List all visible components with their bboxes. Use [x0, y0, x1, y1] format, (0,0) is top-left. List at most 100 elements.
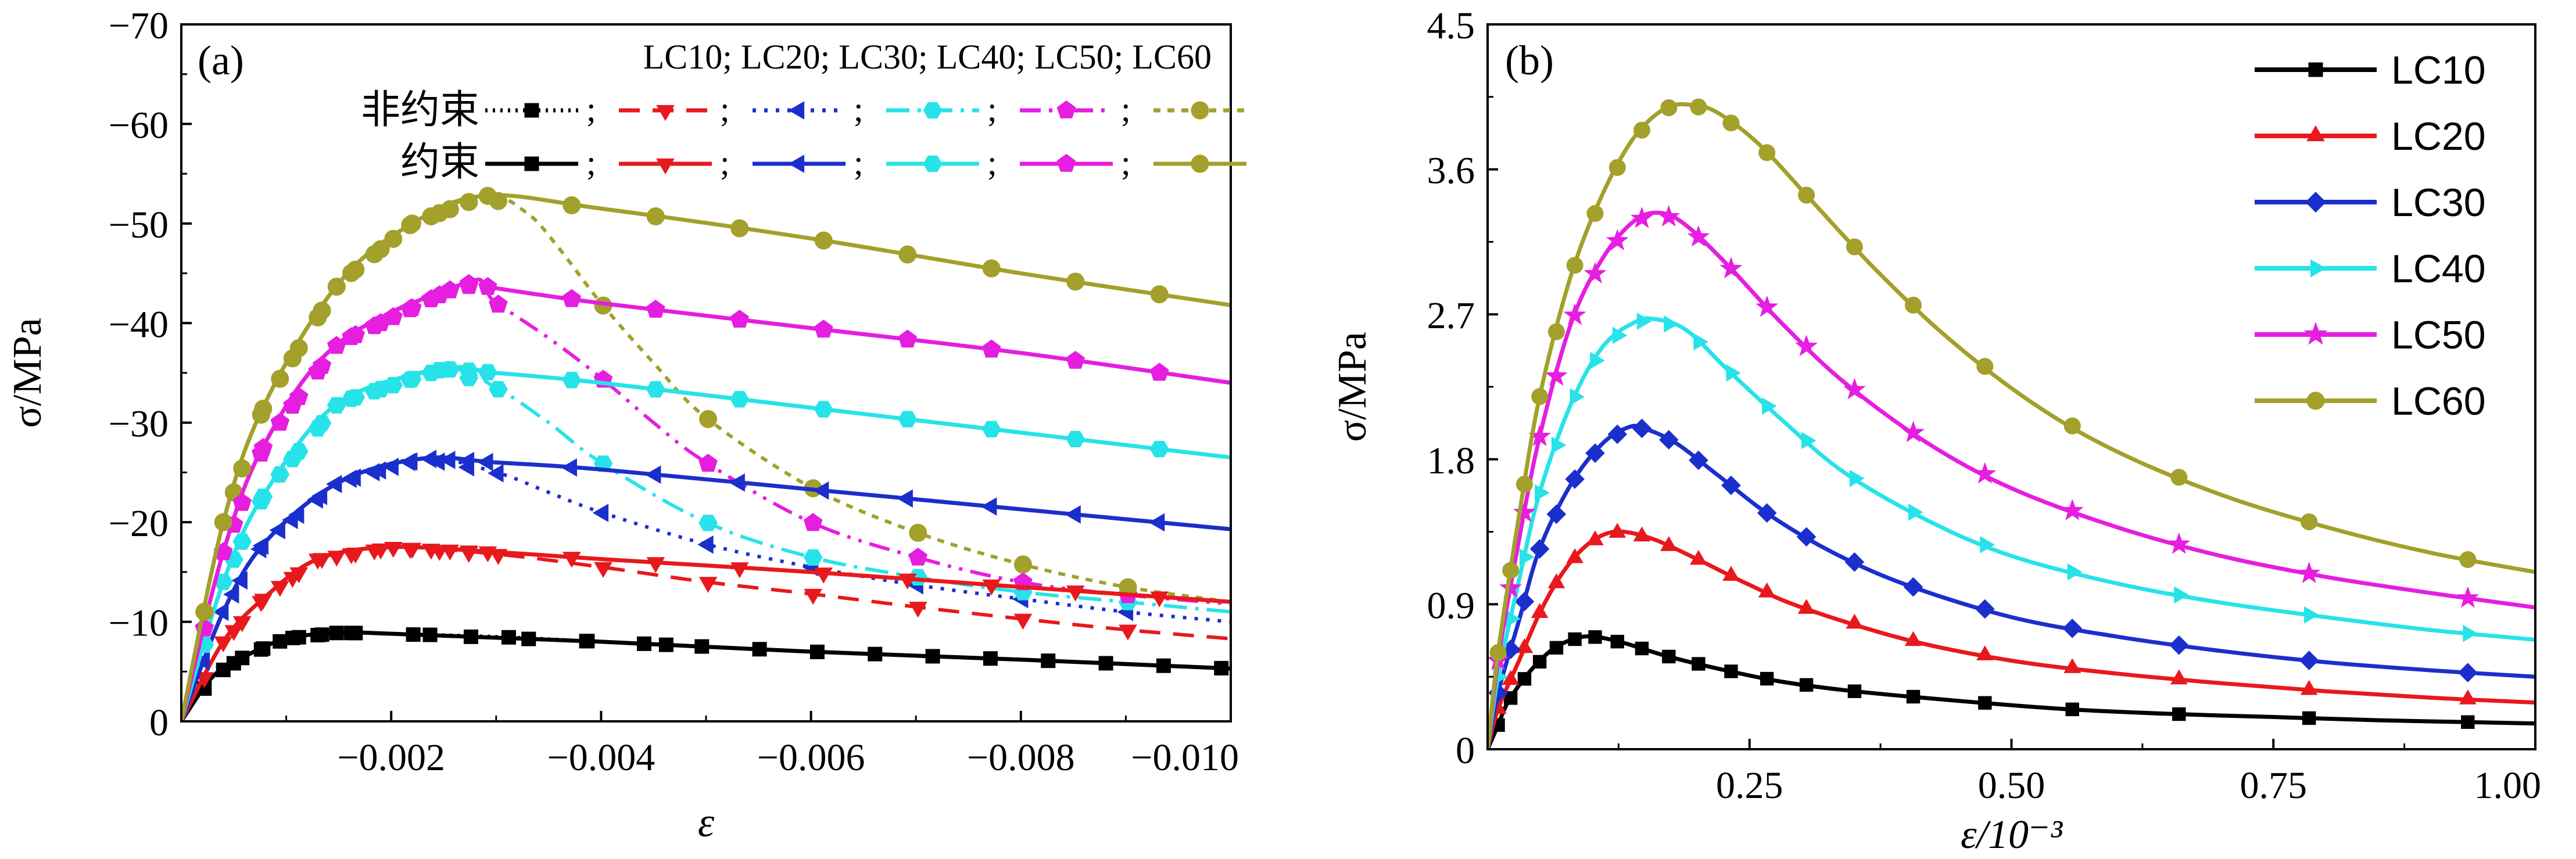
marker-lc10-confined: [216, 662, 231, 677]
x-tick-label-a: −0.006: [757, 736, 865, 779]
marker-lc20: [1690, 549, 1707, 565]
marker-lc60: [1722, 114, 1740, 132]
marker-lc60-confined: [327, 278, 346, 296]
marker-lc10-confined: [1098, 656, 1113, 671]
marker-lc50-confined: [1066, 350, 1085, 369]
marker-lc40: [1612, 326, 1628, 344]
x-axis-label-b: ε/10⁻³: [1961, 813, 2063, 857]
y-tick-label-b: 4.5: [1427, 5, 1475, 47]
marker-lc60-confined: [309, 308, 327, 326]
marker-lc30-confined: [250, 540, 267, 559]
marker-lc40-confined: [327, 397, 346, 414]
y-tick-label-b: 0: [1456, 729, 1475, 772]
marker-lc10-confined: [273, 634, 288, 649]
marker-lc20: [1608, 523, 1626, 538]
marker-lc50-unconfined: [803, 513, 823, 531]
y-tick-label-a: −50: [109, 204, 169, 246]
marker-lc10-confined: [235, 650, 250, 666]
marker-lc50: [1513, 501, 1536, 523]
marker-lc10: [1906, 689, 1921, 704]
marker-lc30-confined: [561, 458, 577, 477]
marker-lc10: [1588, 630, 1602, 644]
marker-lc20: [1566, 548, 1583, 563]
marker-lc50-unconfined: [908, 547, 928, 566]
marker-lc50: [1719, 257, 1743, 279]
marker-lc40-unconfined: [489, 381, 508, 398]
marker-lc30-confined: [212, 602, 229, 621]
marker-lc10-confined: [868, 646, 883, 662]
marker-lc40: [2304, 606, 2319, 624]
marker-lc20: [1846, 613, 1864, 629]
marker-lc30: [1796, 527, 1817, 547]
marker-lc40: [1551, 436, 1567, 454]
legend-label-lc30: LC30: [2391, 181, 2486, 225]
x-tick-label-a: −0.004: [547, 736, 655, 779]
marker-lc10: [1549, 641, 1564, 655]
legend-marker-lc40-confined: [923, 155, 943, 172]
marker-lc20-confined: [898, 573, 917, 590]
y-tick-label-a: −30: [109, 403, 169, 445]
legend-marker-lc40-unconfined: [923, 102, 943, 119]
marker-lc20-confined: [730, 562, 749, 578]
marker-lc30: [2169, 635, 2189, 655]
x-tick-label-b: 0.50: [1978, 764, 2045, 807]
marker-lc40: [1849, 469, 1865, 487]
marker-lc20-confined: [289, 567, 309, 584]
marker-lc60-confined: [233, 459, 252, 478]
marker-lc60-confined: [271, 369, 289, 388]
marker-lc40-confined: [1149, 441, 1169, 458]
marker-lc20: [1758, 582, 1776, 598]
marker-lc50-confined: [478, 276, 497, 295]
marker-lc30: [1757, 503, 1777, 523]
marker-lc50: [1631, 206, 1653, 228]
marker-lc30-confined: [325, 475, 342, 494]
y-tick-label-a: −40: [109, 303, 169, 346]
marker-lc10-confined: [925, 649, 940, 664]
y-tick-label-a: −60: [109, 104, 169, 146]
y-tick-label-a: −20: [109, 502, 169, 545]
legend-separator: ;: [586, 143, 596, 182]
marker-lc20: [2459, 689, 2477, 705]
marker-lc30-confined: [231, 571, 248, 590]
marker-lc40-confined: [730, 391, 750, 408]
marker-lc10-confined: [1214, 660, 1229, 675]
panel-b-chart: 0 0.9 1.8 2.7 3.6 4.5 0.25 0.50 0.75 1.00 ε/10⁻³ σ/…: [1330, 5, 2541, 857]
marker-lc40: [1590, 351, 1606, 369]
marker-lc30: [2299, 650, 2319, 670]
marker-lc20: [1547, 573, 1565, 588]
marker-lc50-confined: [270, 412, 290, 431]
legend-marker-lc20-unconfined: [656, 105, 675, 121]
marker-lc20: [2170, 669, 2188, 685]
y-tick-label-a: −70: [109, 5, 169, 47]
marker-lc10-confined: [406, 627, 421, 642]
marker-lc60-confined: [982, 259, 1001, 278]
marker-lc30-confined: [458, 451, 474, 470]
y-axis-label-b: σ/MPa: [1330, 332, 1375, 441]
legend-marker-lc20: [2306, 125, 2325, 142]
marker-lc10: [1662, 649, 1676, 664]
marker-lc40-confined: [421, 365, 441, 382]
marker-lc60-confined: [384, 229, 403, 248]
legend-marker-lc60: [2306, 391, 2325, 410]
marker-lc10: [1532, 655, 1547, 669]
legend-marker-lc30: [2305, 192, 2327, 213]
marker-lc50: [1545, 364, 1568, 386]
marker-lc20-confined: [403, 542, 422, 559]
curves-b: [1488, 98, 2535, 749]
marker-lc30-confined: [439, 451, 456, 469]
marker-lc10-confined: [348, 626, 363, 641]
marker-lc60: [1515, 476, 1533, 493]
marker-lc60-confined: [1150, 285, 1169, 304]
legend-marker-lc50: [2303, 322, 2328, 345]
marker-lc10: [1978, 696, 1992, 710]
legend-separator: ;: [720, 143, 730, 182]
marker-lc20-confined: [440, 544, 460, 560]
marker-lc10-confined: [463, 629, 478, 644]
marker-lc30-unconfined: [488, 464, 504, 483]
marker-lc30-confined: [1148, 513, 1165, 532]
marker-lc50-confined: [252, 443, 271, 462]
marker-lc20: [1586, 530, 1604, 545]
x-axis-label-a: ε: [698, 799, 715, 846]
marker-lc20: [1502, 670, 1520, 685]
marker-lc20-confined: [346, 547, 365, 564]
